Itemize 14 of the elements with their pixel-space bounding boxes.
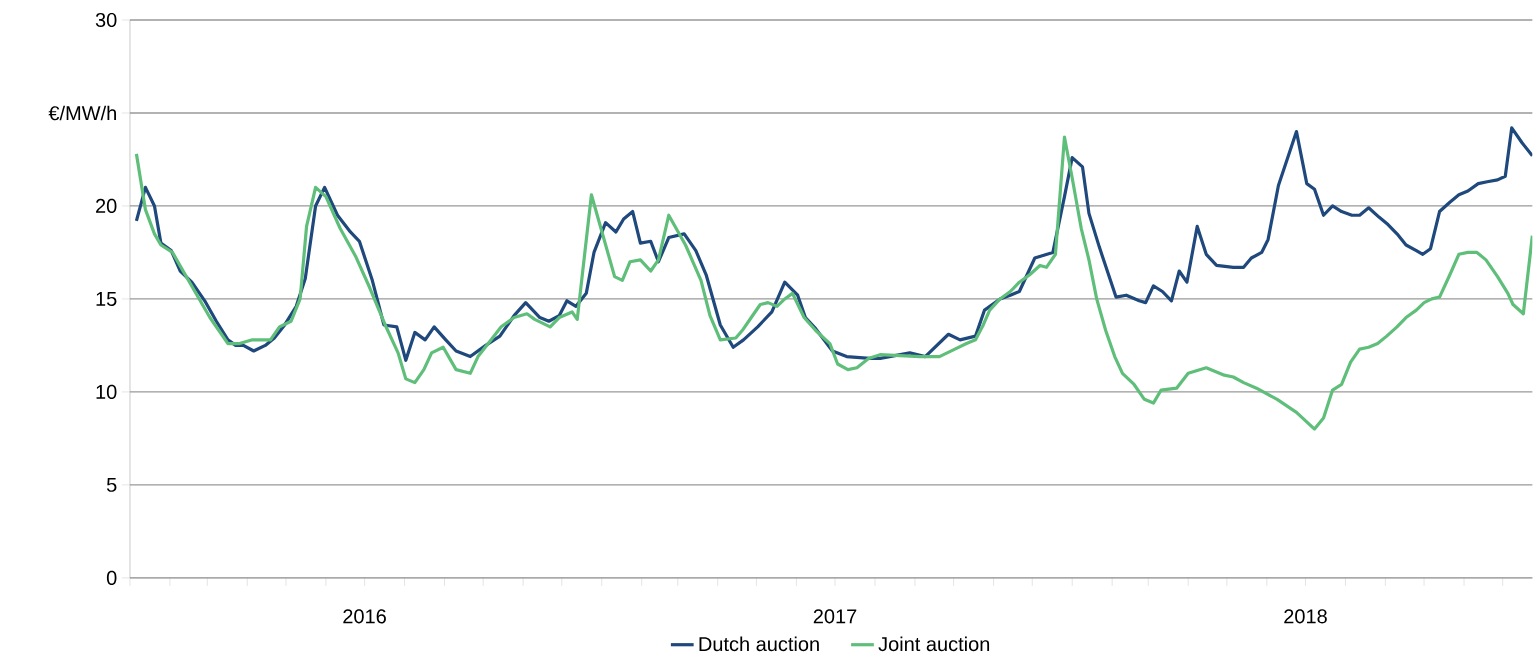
line-series [134,126,1533,362]
line-series [134,135,1533,431]
y-tick-label: 0 [106,570,117,585]
x-tick-label: 2018 [1284,609,1327,624]
y-tick-label: €/MW/h [48,105,116,121]
y-tick-label: 10 [96,384,117,399]
y-tick-label: 20 [96,198,117,213]
x-tick-label: 2017 [813,609,857,624]
x-tick-label: 2016 [343,609,386,624]
y-tick-label: 5 [106,477,117,492]
legend-label: Dutch auction [699,636,819,651]
legend-label: Joint auction [878,636,990,651]
y-tick-label: 15 [96,291,117,306]
y-tick-label: 30 [95,12,117,27]
